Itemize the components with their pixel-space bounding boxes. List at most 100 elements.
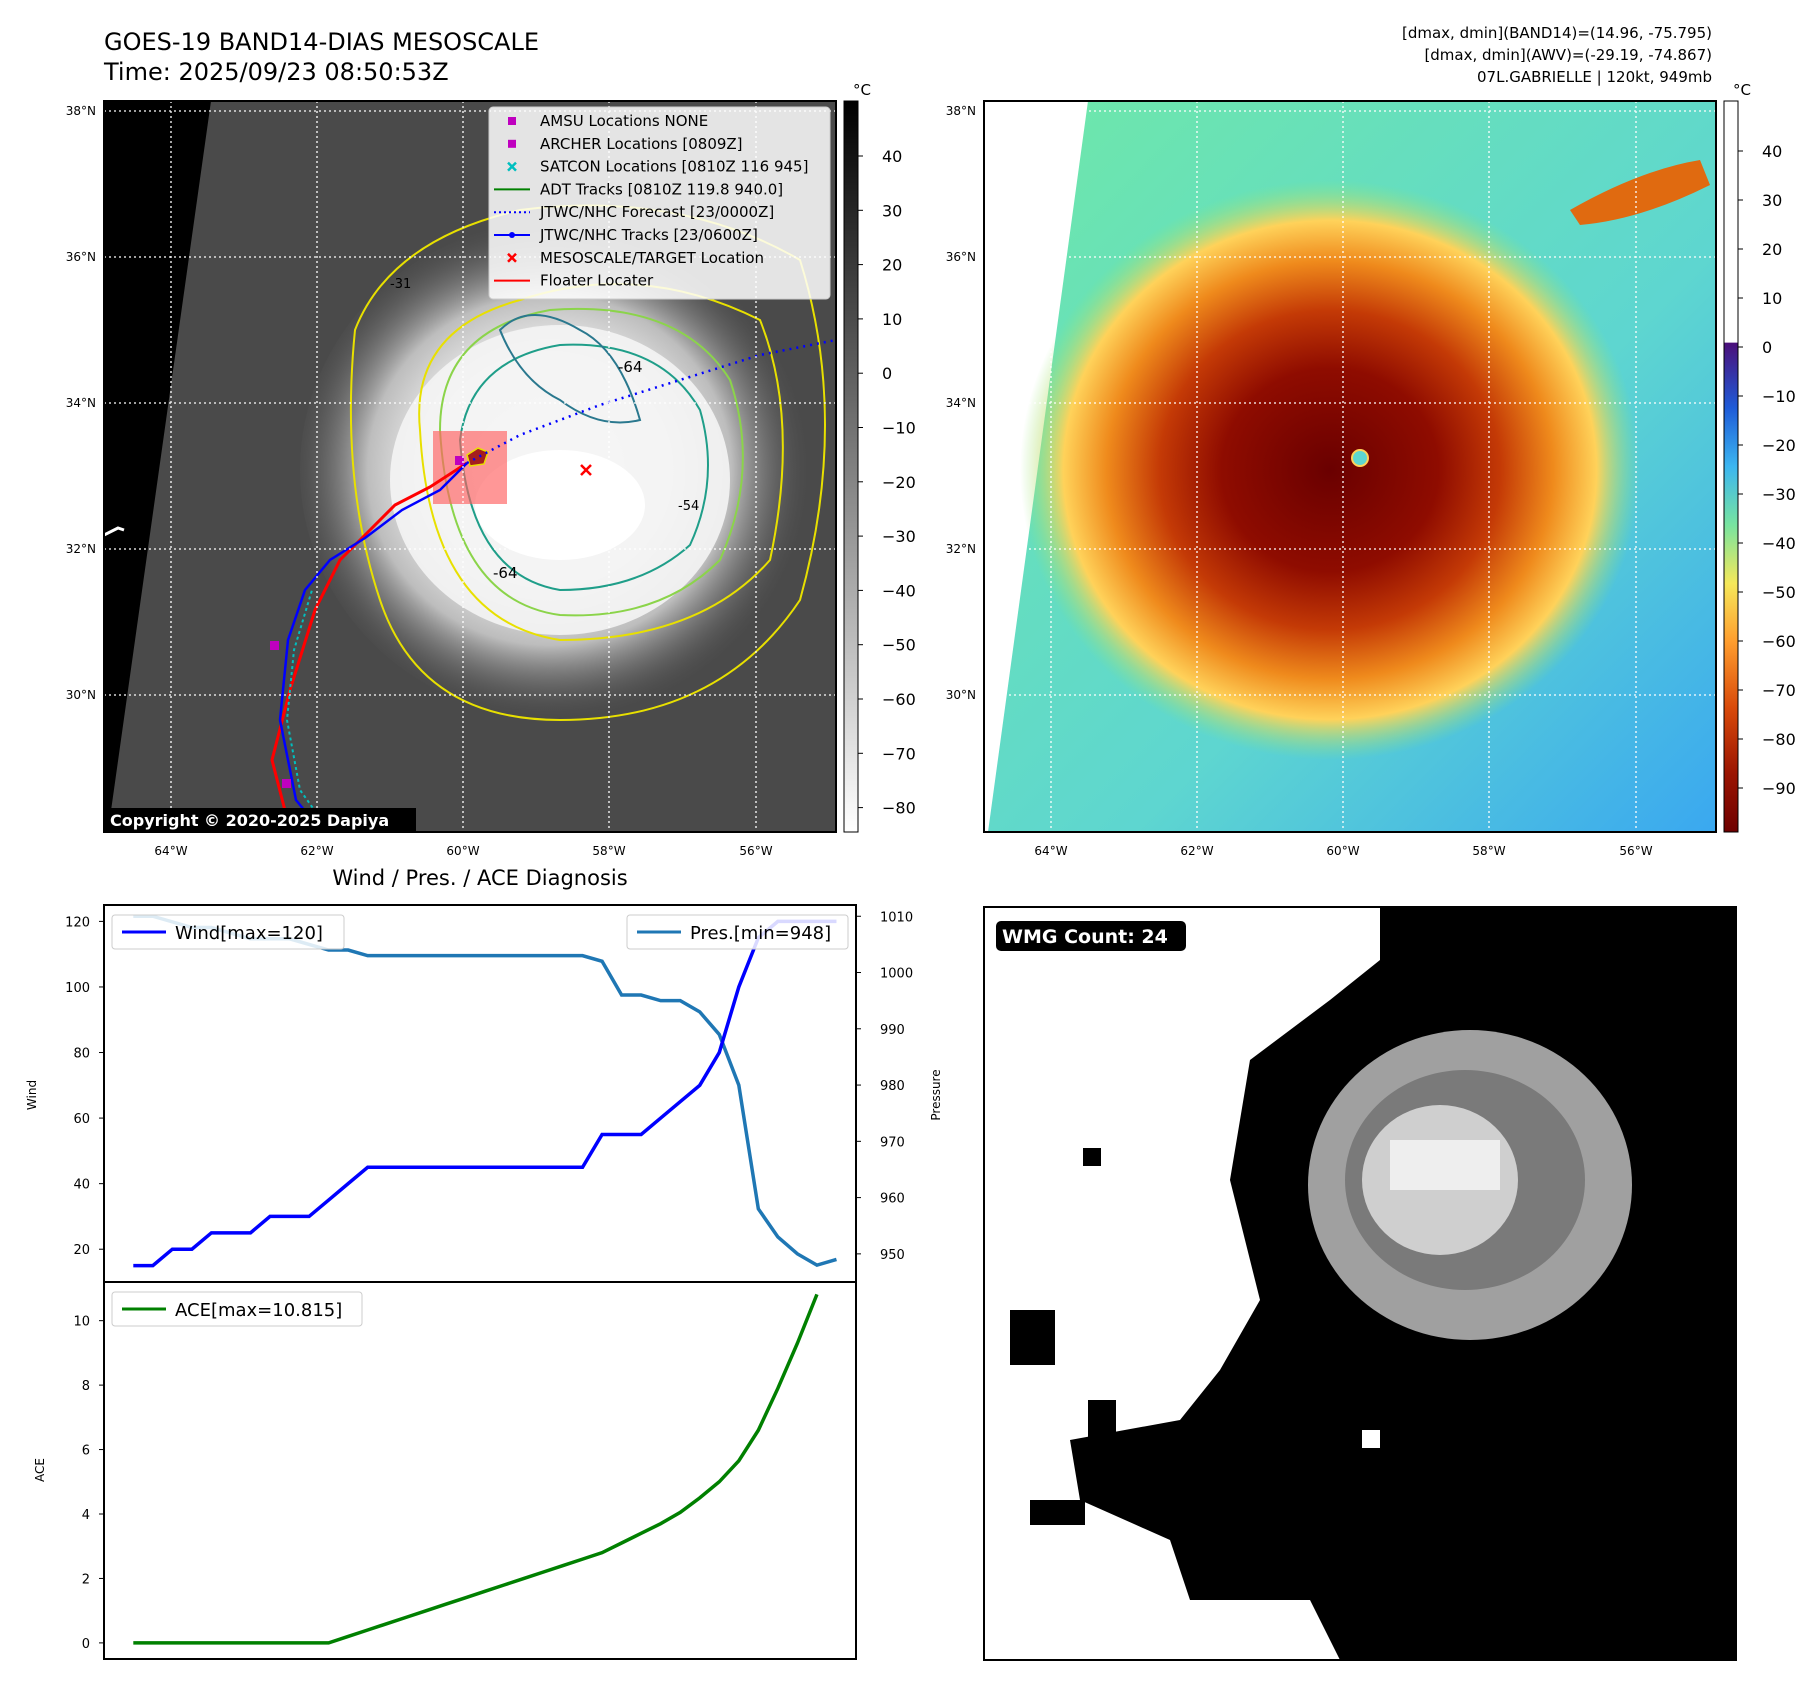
legend-marker-square <box>508 139 516 148</box>
colorbar-tick-label: 0 <box>882 364 892 383</box>
wind-ytick-label: 40 <box>73 1178 90 1193</box>
ir-contour-label-1: -64 <box>618 358 643 376</box>
lat-label: 32°N <box>946 542 976 556</box>
legend-marker-x <box>507 161 517 172</box>
figure-title: GOES-19 BAND14-DIAS MESOSCALE <box>104 28 539 56</box>
jtwc-forecast <box>466 338 836 465</box>
legend-item-label: SATCON Locations [0810Z 116 945] <box>540 158 808 176</box>
legend-item-label: ARCHER Locations [0809Z] <box>540 135 743 153</box>
ir-contour-green <box>438 307 744 617</box>
pressure-legend-box <box>626 914 849 950</box>
lon-label: 56°W <box>1619 844 1652 858</box>
awv-colorbar-bar <box>1723 100 1739 833</box>
lon-label: 60°W <box>1326 844 1359 858</box>
legend-item-label: JTWC/NHC Tracks [23/0600Z] <box>539 226 758 244</box>
colorbar-tick-label: −70 <box>1762 681 1796 700</box>
ir-contour-yellow <box>418 283 784 642</box>
ir-lat-labels: 38°N 36°N 34°N 32°N 30°N <box>66 104 96 702</box>
colorbar-tick-label: −80 <box>1762 730 1796 749</box>
lon-label: 62°W <box>300 844 333 858</box>
colorbar-tick-label: −30 <box>882 527 916 546</box>
colorbar-tick-label: −20 <box>882 473 916 492</box>
awv-colorbar-unit: °C <box>1733 81 1751 99</box>
colorbar-tick-label: −30 <box>1762 485 1796 504</box>
ir-contour-label-2: -64 <box>493 564 518 582</box>
wind-ytick-label: 60 <box>73 1112 90 1127</box>
wind-ytick-label: 80 <box>73 1047 90 1062</box>
pressure-legend-label: Pres.[min=948] <box>690 923 831 944</box>
wmg-white-speck <box>1362 1430 1380 1448</box>
pressure-ytick-label: 980 <box>880 1079 905 1094</box>
wmg-label-box <box>996 921 1186 951</box>
ir-contour-teal <box>458 343 709 592</box>
wind-ytick-label: 100 <box>65 981 90 996</box>
floater-track <box>270 461 468 831</box>
pressure-ytick-label: 970 <box>880 1135 905 1150</box>
target-box <box>433 431 507 504</box>
ace-ytick-label: 0 <box>82 1637 90 1652</box>
archer-marker-3 <box>282 779 291 788</box>
legend-item-label: MESOSCALE/TARGET Location <box>540 249 764 267</box>
pressure-ylabel: Pressure <box>929 1069 943 1120</box>
lon-label: 62°W <box>1180 844 1213 858</box>
awv-storm <box>1020 180 1640 760</box>
legend-marker-dot <box>509 232 515 238</box>
wind-chart-frame <box>103 904 857 1283</box>
ir-no-data-region <box>104 101 211 832</box>
pressure-line <box>133 914 837 1268</box>
ace-ytick-label: 2 <box>82 1572 90 1587</box>
diagnosis-title: Wind / Pres. / ACE Diagnosis <box>332 866 627 890</box>
ir-cold-core <box>475 450 645 560</box>
copyright-box <box>104 808 416 832</box>
colorbar-tick-label: −40 <box>882 581 916 600</box>
bermuda-island <box>104 526 125 537</box>
ace-ytick-label: 4 <box>82 1508 90 1523</box>
colorbar-tick-label: −50 <box>1762 583 1796 602</box>
colorbar-tick-label: −10 <box>1762 387 1796 406</box>
wind-legend-label: Wind[max=120] <box>175 923 323 944</box>
colorbar-tick-label: −90 <box>1762 779 1796 798</box>
ir-lon-labels: 64°W 62°W 60°W 58°W 56°W <box>154 844 772 858</box>
wind-pressure-chart: Wind Pressure 20 40 60 80 100 120 950 960 970 98… <box>25 904 943 1283</box>
awv-gridlines <box>984 101 1716 832</box>
lon-label: 60°W <box>446 844 479 858</box>
ir-contour-inner <box>498 314 642 424</box>
colorbar-tick-label: −40 <box>1762 534 1796 553</box>
lon-label: 58°W <box>592 844 625 858</box>
legend-item-label: Floater Locater <box>540 272 654 290</box>
awv-lat-labels: 38°N 36°N 34°N 32°N 30°N <box>946 104 976 702</box>
info-storm: 07L.GABRIELLE | 120kt, 949mb <box>1477 68 1712 86</box>
colorbar-tick-label: 10 <box>1762 289 1782 308</box>
ace-chart-frame <box>103 1281 857 1660</box>
figure-time: Time: 2025/09/23 08:50:53Z <box>103 58 449 86</box>
lon-label: 58°W <box>1472 844 1505 858</box>
awv-map-panel: 38°N 36°N 34°N 32°N 30°N 64°W 62°W 60°W … <box>946 100 1717 858</box>
colorbar-tick-label: 40 <box>882 147 902 166</box>
lat-label: 30°N <box>66 688 96 702</box>
colorbar-tick-label: 40 <box>1762 142 1782 161</box>
lon-label: 64°W <box>154 844 187 858</box>
ir-map-frame <box>103 100 837 833</box>
lon-label: 64°W <box>1034 844 1067 858</box>
lat-label: 36°N <box>946 250 976 264</box>
ace-ytick-label: 6 <box>82 1444 90 1459</box>
ace-ylabel: ACE <box>33 1458 47 1482</box>
ir-colorbar-unit: °C <box>853 81 871 99</box>
wmg-speck <box>1010 1310 1055 1365</box>
lat-label: 38°N <box>946 104 976 118</box>
colorbar-tick-label: −10 <box>882 419 916 438</box>
awv-eye <box>1351 449 1369 467</box>
awv-colorbar: °C 40 30 20 10 0 −10 −20 −30 −40 −50 −60 −70 −80 −90 <box>1723 81 1796 833</box>
info-awv: [dmax, dmin](AWV)=(-29.19, -74.867) <box>1424 46 1712 64</box>
wind-line <box>133 919 837 1268</box>
wind-ytick-label: 120 <box>65 915 90 930</box>
legend-item-label: ADT Tracks [0810Z 119.8 940.0] <box>540 180 783 198</box>
ir-eye-feature <box>466 447 489 467</box>
legend-marker-square <box>508 117 516 125</box>
archer-marker-2 <box>270 641 279 650</box>
ir-contour-label-4: -54 <box>678 499 699 514</box>
wmg-frame <box>983 906 1737 1661</box>
colorbar-tick-label: −70 <box>882 744 916 763</box>
ace-ytick-label: 8 <box>82 1379 90 1394</box>
lat-label: 34°N <box>66 396 96 410</box>
